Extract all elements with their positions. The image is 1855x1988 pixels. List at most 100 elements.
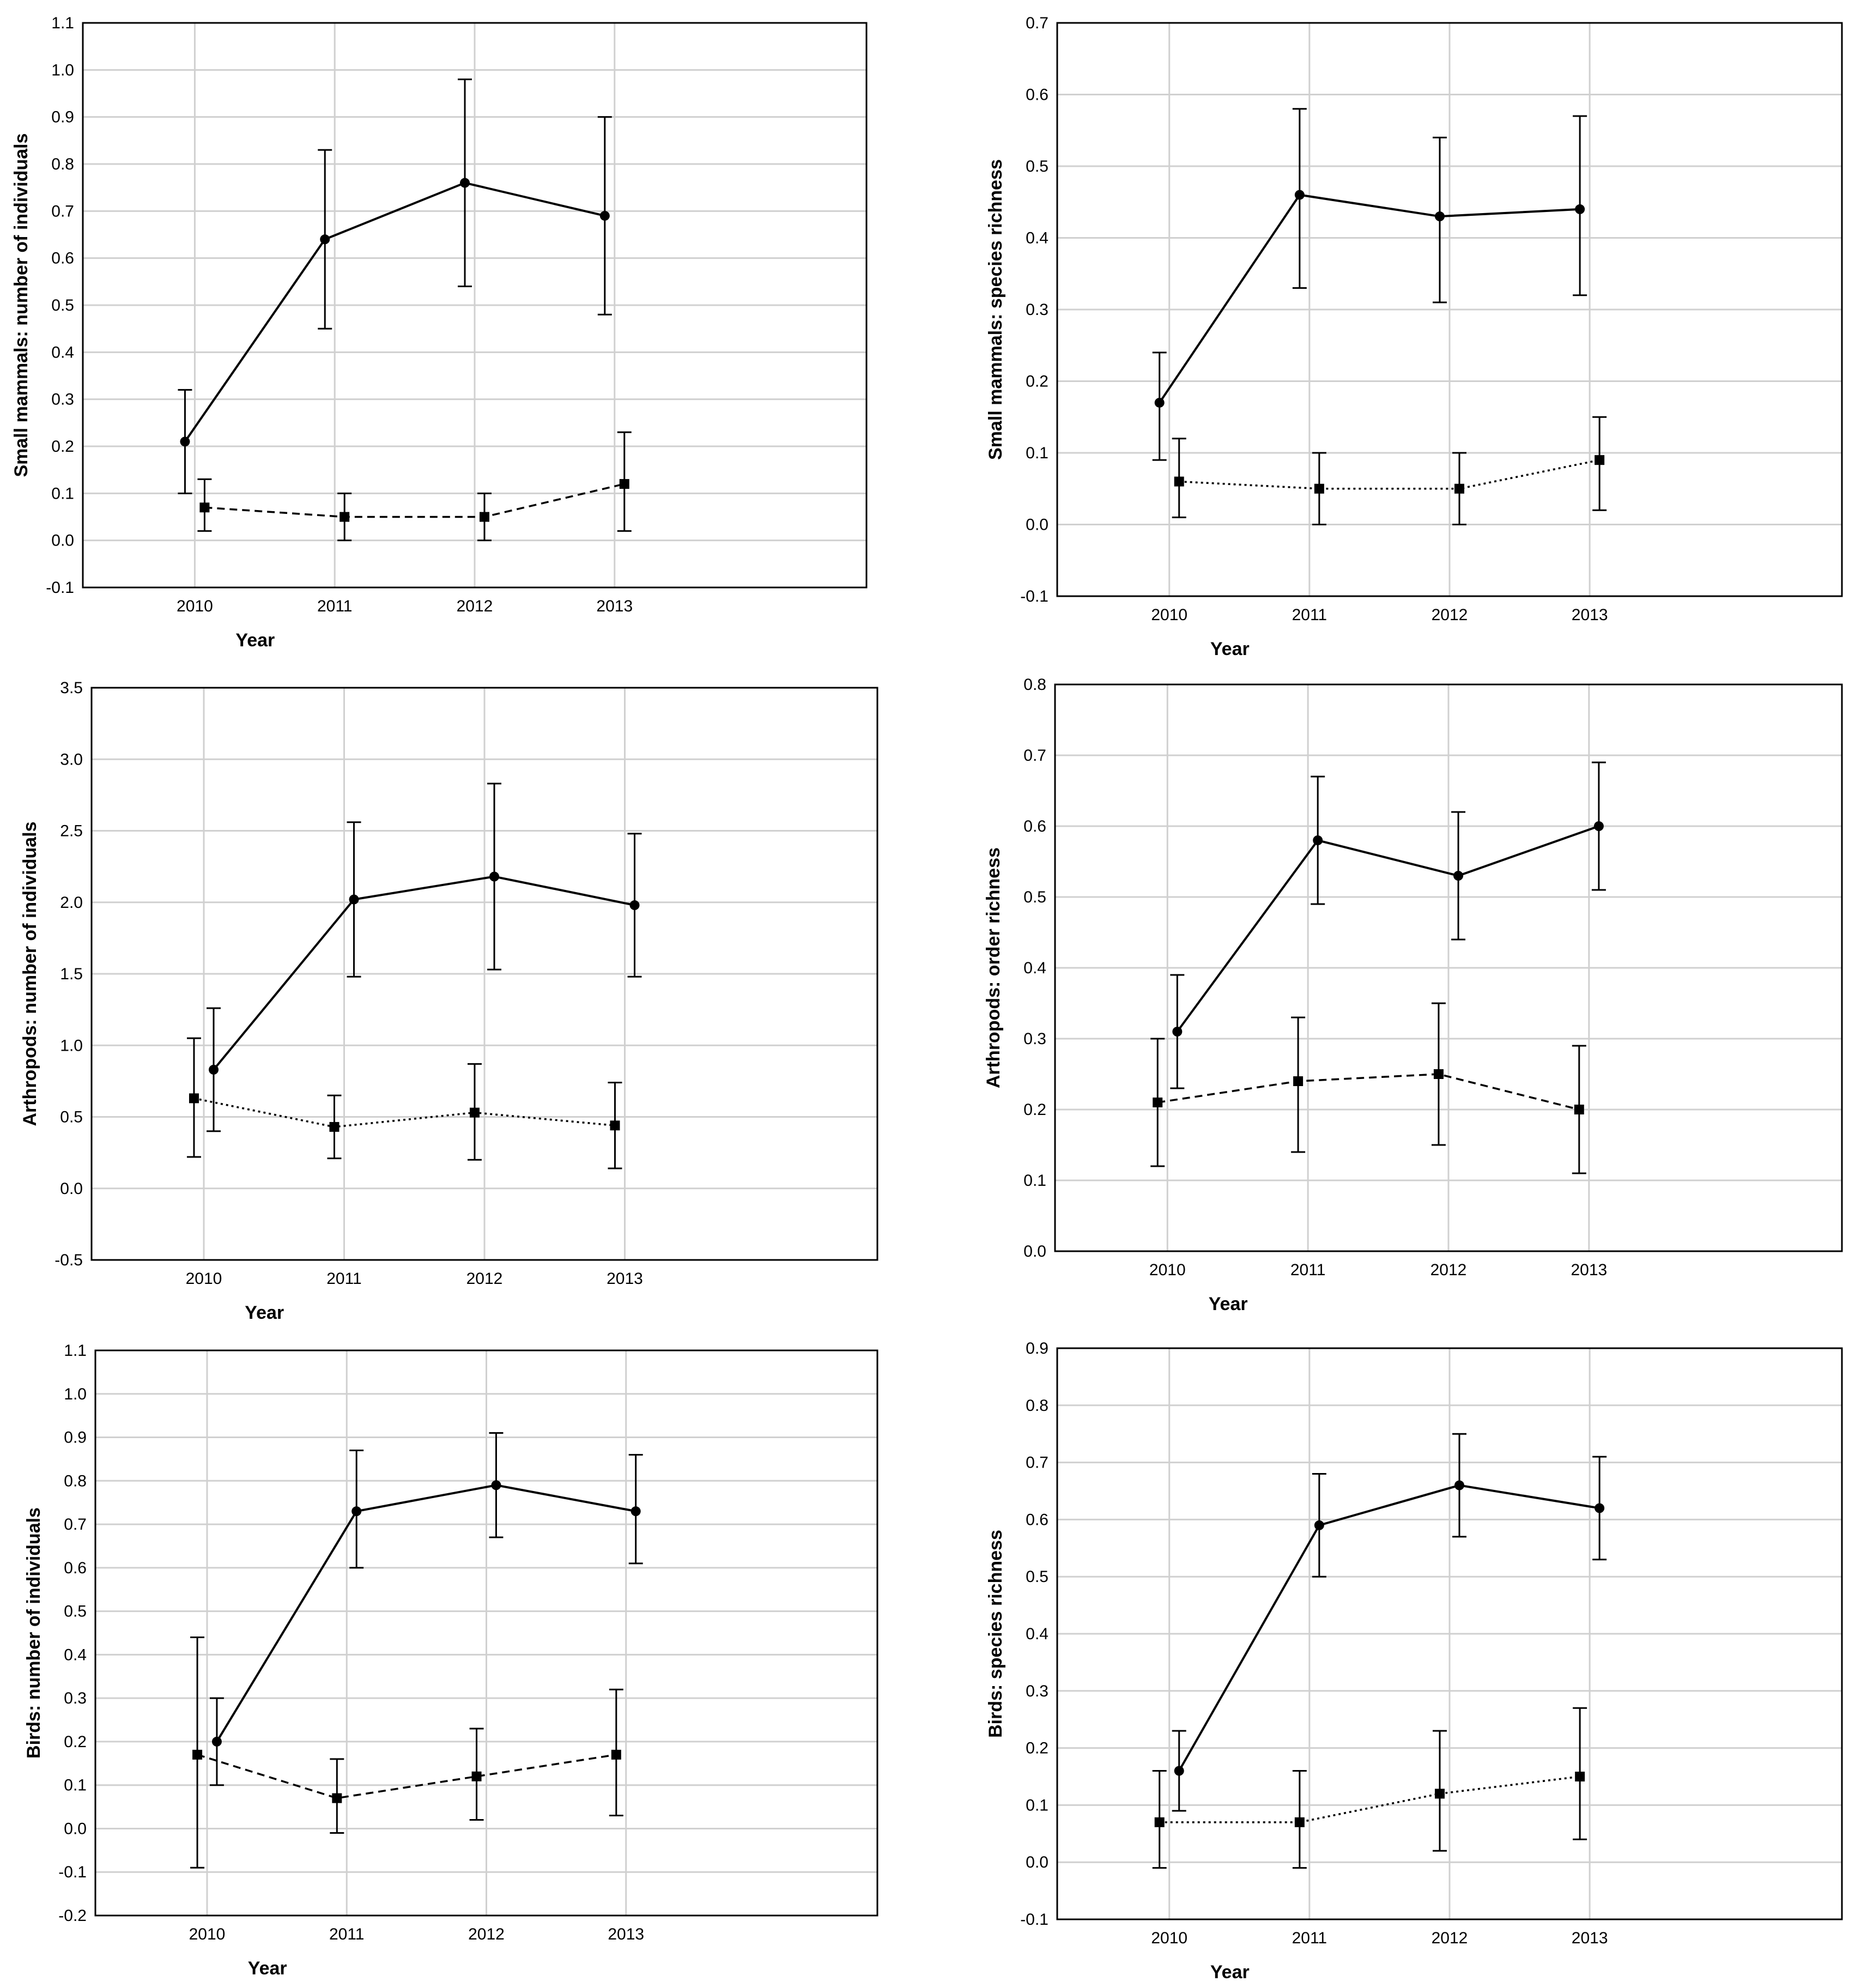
- y-axis-title: Small mammals: number of individuals: [11, 133, 32, 477]
- y-tick-label: -0.1: [1020, 1911, 1048, 1929]
- y-tick-label: 0.8: [1023, 676, 1046, 694]
- x-tick-label: 2011: [1292, 606, 1327, 624]
- data-point-circle: [1453, 871, 1464, 881]
- x-axis-title: Year: [1210, 639, 1250, 659]
- y-tick-label: -0.2: [58, 1907, 87, 1925]
- data-point-square: [1454, 483, 1464, 494]
- y-tick-label: 0.5: [1026, 157, 1048, 175]
- x-tick-label: 2013: [1572, 606, 1608, 624]
- data-point-circle: [599, 210, 610, 221]
- y-tick-label: 0.1: [1026, 1796, 1048, 1814]
- y-tick-label: 0.9: [51, 108, 74, 126]
- y-axis-title: Arthropods: order richness: [983, 847, 1004, 1088]
- x-tick-label: 2011: [326, 1270, 362, 1288]
- y-tick-label: 0.3: [1026, 1682, 1048, 1700]
- y-tick-label: 0.3: [51, 391, 74, 409]
- y-tick-label: 2.0: [60, 894, 83, 912]
- y-tick-label: 0.4: [1026, 229, 1048, 247]
- y-tick-label: 0.0: [1026, 1853, 1048, 1871]
- data-point-square: [471, 1771, 482, 1781]
- x-tick-label: 2012: [457, 597, 493, 615]
- y-tick-label: 0.8: [51, 155, 74, 173]
- x-tick-label: 2013: [1572, 1929, 1608, 1947]
- data-point-square: [1314, 483, 1324, 494]
- y-tick-label: 0.6: [51, 250, 74, 268]
- y-tick-label: 0.0: [1023, 1242, 1046, 1260]
- x-tick-label: 2011: [1290, 1261, 1326, 1279]
- y-tick-label: 0.8: [1026, 1397, 1048, 1415]
- data-point-square: [189, 1093, 199, 1104]
- data-point-circle: [1172, 1027, 1183, 1037]
- y-axis-title: Birds: species richness: [985, 1530, 1006, 1738]
- data-point-circle: [1593, 821, 1604, 831]
- data-point-circle: [211, 1736, 222, 1747]
- y-tick-label: 0.7: [64, 1516, 87, 1534]
- series-dashed: [197, 431, 632, 542]
- x-tick-label: 2010: [189, 1925, 226, 1943]
- y-axis-title: Birds: number of individuals: [23, 1507, 44, 1759]
- data-point-circle: [489, 871, 500, 882]
- y-tick-label: 3.5: [60, 679, 83, 697]
- y-tick-label: 0.2: [1026, 1739, 1048, 1757]
- series-dotted: [186, 1037, 622, 1169]
- series-line: [1176, 825, 1599, 1033]
- x-tick-label: 2012: [468, 1925, 505, 1943]
- y-tick-label: 0.5: [51, 296, 74, 314]
- chart-panel-top-left: -0.1 0.0 0.1 0.2 0.3 0.4 0.5 0.6 0.7 0.8 0.9 1.0 1.1…: [11, 14, 868, 651]
- y-tick-label: 0.7: [1026, 1454, 1048, 1472]
- series-line: [204, 483, 625, 518]
- y-tick-label: 0.2: [1026, 373, 1048, 391]
- series-line: [1178, 1484, 1600, 1772]
- y-tick-label: 0.1: [1026, 444, 1048, 462]
- y-tick-label: 0.5: [64, 1603, 87, 1621]
- x-axis-title: Year: [1209, 1294, 1248, 1314]
- x-tick-label: 2012: [1432, 1929, 1468, 1947]
- series-line: [197, 1754, 617, 1799]
- x-axis-title: Year: [245, 1302, 284, 1323]
- data-point-square: [329, 1122, 340, 1132]
- y-tick-label: 0.4: [64, 1646, 87, 1664]
- chart-panel-bottom-left: -0.2 -0.1 0.0 0.1 0.2 0.3 0.4 0.5 0.6 0.7 0.8 0.9 1.…: [23, 1342, 878, 1979]
- series-solid: [207, 783, 642, 1132]
- x-tick-label: 2010: [1151, 1929, 1187, 1947]
- x-tick-label: 2012: [1430, 1261, 1467, 1279]
- y-tick-label: 1.1: [51, 14, 74, 32]
- data-point-square: [199, 502, 210, 513]
- data-point-square: [469, 1107, 480, 1118]
- y-tick-label: 0.0: [1026, 516, 1048, 534]
- x-tick-label: 2010: [177, 597, 213, 615]
- x-tick-label: 2013: [607, 1270, 643, 1288]
- series-dashed: [190, 1636, 623, 1869]
- data-point-circle: [320, 234, 330, 245]
- y-tick-label: -0.1: [46, 579, 74, 597]
- data-point-circle: [1454, 1480, 1464, 1490]
- data-point-circle: [1435, 211, 1445, 222]
- y-tick-label: 0.5: [60, 1108, 83, 1126]
- x-tick-label: 2011: [317, 597, 353, 615]
- series-dotted: [1152, 1707, 1587, 1869]
- y-tick-label: 1.0: [51, 61, 74, 79]
- y-tick-label: 0.3: [64, 1689, 87, 1707]
- data-point-circle: [349, 894, 359, 905]
- plot-frame: [94, 1349, 878, 1917]
- series-line: [1157, 1073, 1580, 1111]
- chart-panel-top-right: -0.1 0.0 0.1 0.2 0.3 0.4 0.5 0.6 0.7 2010 2011 2012…: [985, 14, 1843, 659]
- series-line: [213, 875, 635, 1071]
- x-tick-label: 2010: [1151, 606, 1187, 624]
- y-tick-label: -0.5: [54, 1251, 83, 1269]
- y-tick-label: 0.9: [1026, 1340, 1048, 1357]
- series-line: [184, 181, 605, 443]
- data-point-square: [1154, 1817, 1165, 1827]
- series-dotted: [1172, 416, 1607, 525]
- data-point-circle: [629, 900, 640, 910]
- series-dashed: [1150, 1002, 1586, 1174]
- y-tick-label: 0.6: [1026, 1511, 1048, 1529]
- data-point-square: [1575, 1772, 1585, 1781]
- data-point-circle: [460, 178, 470, 188]
- y-tick-label: 1.5: [60, 965, 83, 983]
- data-point-square: [610, 1120, 620, 1131]
- y-tick-label: 0.0: [64, 1820, 87, 1838]
- y-tick-label: 1.1: [64, 1342, 87, 1360]
- plot-frame: [1056, 1347, 1843, 1920]
